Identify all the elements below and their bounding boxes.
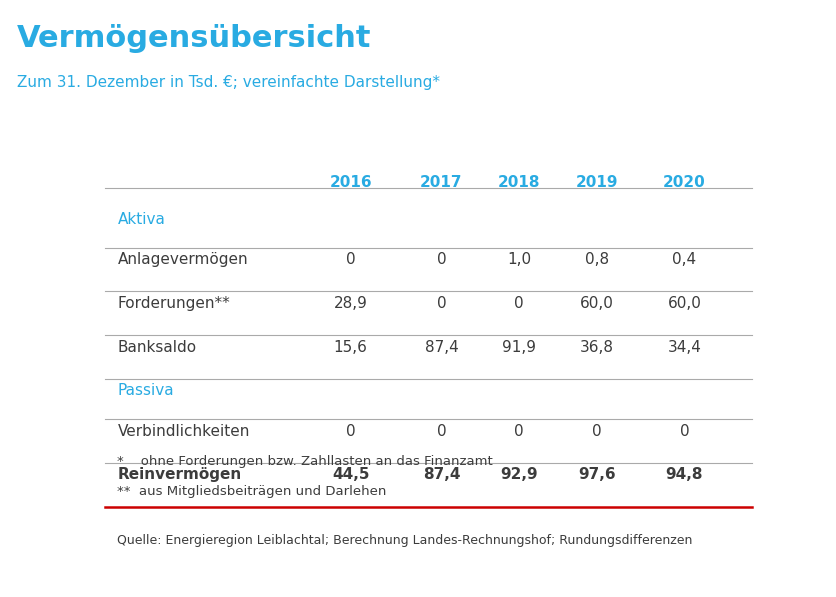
Text: Aktiva: Aktiva (117, 212, 166, 227)
Text: Forderungen**: Forderungen** (117, 296, 230, 311)
Text: Vermögensübersicht: Vermögensübersicht (17, 24, 371, 53)
Text: 1,0: 1,0 (507, 253, 531, 267)
Text: 0: 0 (436, 253, 446, 267)
Text: 2017: 2017 (421, 175, 462, 190)
Text: 0,4: 0,4 (672, 253, 696, 267)
Text: Anlagevermögen: Anlagevermögen (117, 253, 248, 267)
Text: 92,9: 92,9 (500, 467, 538, 482)
Text: 2018: 2018 (498, 175, 540, 190)
Text: 2020: 2020 (663, 175, 706, 190)
Text: Verbindlichkeiten: Verbindlichkeiten (117, 424, 250, 439)
Text: 15,6: 15,6 (334, 340, 368, 355)
Text: 0: 0 (346, 424, 355, 439)
Text: 60,0: 60,0 (580, 296, 614, 311)
Text: *    ohne Forderungen bzw. Zahllasten an das Finanzamt: * ohne Forderungen bzw. Zahllasten an da… (117, 456, 493, 469)
Text: 0: 0 (514, 424, 524, 439)
Text: 97,6: 97,6 (578, 467, 616, 482)
Text: 0: 0 (346, 253, 355, 267)
Text: 0: 0 (592, 424, 602, 439)
Text: 34,4: 34,4 (667, 340, 701, 355)
Text: 0: 0 (514, 296, 524, 311)
Text: 0,8: 0,8 (585, 253, 609, 267)
Text: Reinvermögen: Reinvermögen (117, 467, 242, 482)
Text: 2019: 2019 (576, 175, 618, 190)
Text: 87,4: 87,4 (425, 340, 458, 355)
Text: Banksaldo: Banksaldo (117, 340, 196, 355)
Text: 44,5: 44,5 (332, 467, 370, 482)
Text: 0: 0 (436, 296, 446, 311)
Text: 0: 0 (680, 424, 689, 439)
Text: 36,8: 36,8 (580, 340, 614, 355)
Text: 94,8: 94,8 (665, 467, 703, 482)
Text: Zum 31. Dezember in Tsd. €; vereinfachte Darstellung*: Zum 31. Dezember in Tsd. €; vereinfachte… (17, 75, 440, 90)
Text: 0: 0 (436, 424, 446, 439)
Text: 2016: 2016 (329, 175, 372, 190)
Text: Passiva: Passiva (117, 383, 174, 398)
Text: 60,0: 60,0 (667, 296, 701, 311)
Text: 91,9: 91,9 (502, 340, 536, 355)
Text: 28,9: 28,9 (334, 296, 368, 311)
Text: 87,4: 87,4 (423, 467, 460, 482)
Text: **  aus Mitgliedsbeiträgen und Darlehen: ** aus Mitgliedsbeiträgen und Darlehen (117, 485, 387, 498)
Text: Quelle: Energieregion Leiblachtal; Berechnung Landes-Rechnungshof; Rundungsdiffe: Quelle: Energieregion Leiblachtal; Berec… (117, 534, 693, 547)
